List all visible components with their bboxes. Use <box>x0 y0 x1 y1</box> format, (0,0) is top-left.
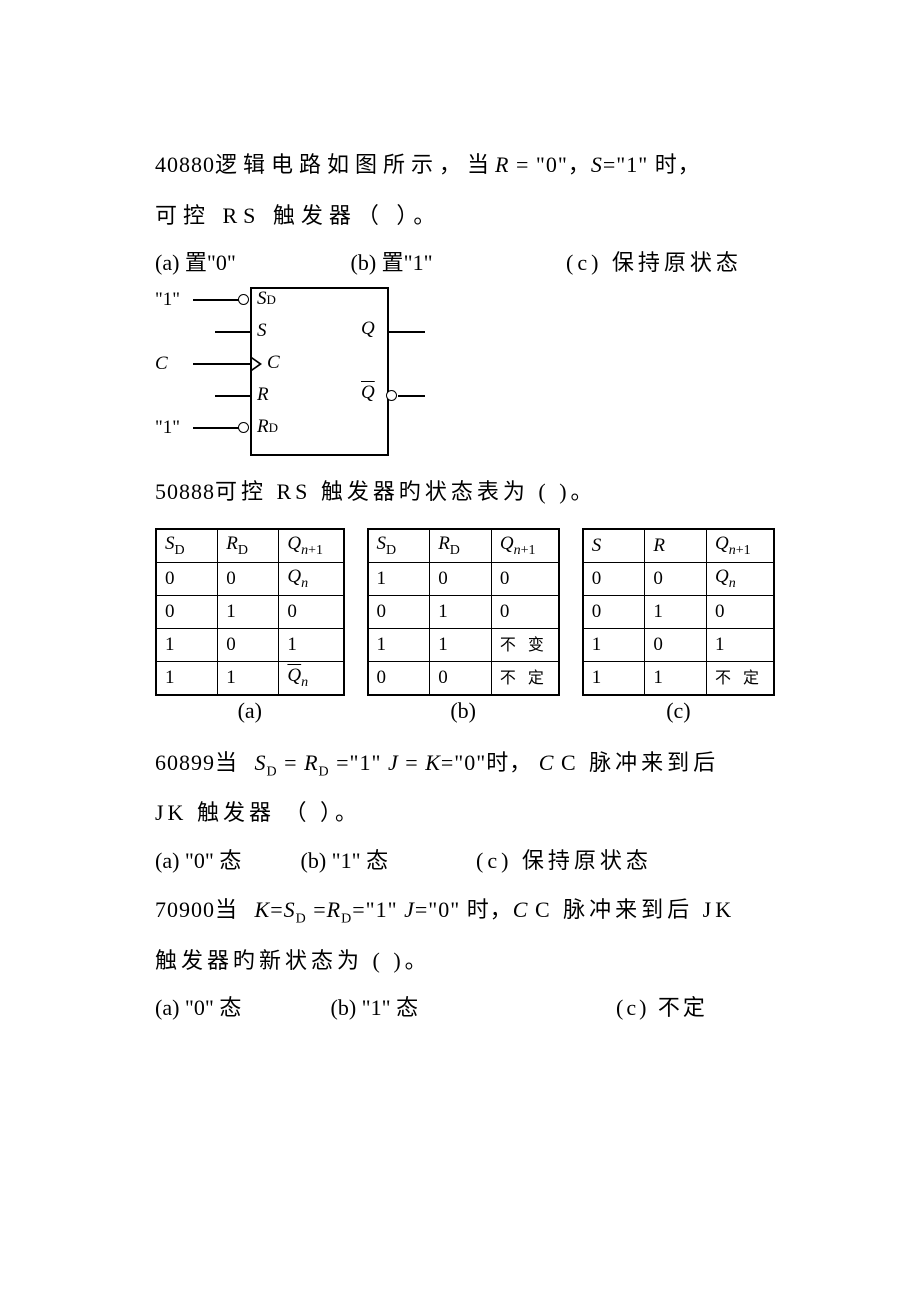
q3-j: J <box>388 750 399 775</box>
q3-sd-lsub: D <box>267 764 278 779</box>
q3-k: K <box>425 750 441 775</box>
q1-opt-b: (b) 置"1" <box>351 245 561 277</box>
q3-rd-l: R <box>304 750 318 775</box>
table-caption-a: (a) <box>155 698 345 724</box>
q2-text: 可控 RS 触发器旳状态表为 ( )。 <box>215 479 597 504</box>
q3-line2: JK 触发器 （ ）。 <box>155 788 775 839</box>
q1-eq2: ="1" 时， <box>603 152 701 177</box>
q3-after: C 脉冲来到后 <box>561 750 719 775</box>
q4-after: C 脉冲来到后 JK <box>535 897 735 922</box>
table-captions: (a) (b) (c) <box>155 698 775 724</box>
q1-var2: S <box>591 152 603 177</box>
state-table-a: SDRDQn+100Qn01010111Qn <box>155 528 345 696</box>
q4-options: (a) "0" 态 (b) "1" 态 (c) 不定 <box>155 990 775 1022</box>
q3-sd-l: S <box>255 750 267 775</box>
q4-id: 70900 <box>155 897 215 922</box>
q3-options: (a) "0" 态 (b) "1" 态 (c) 保持原状态 <box>155 843 775 875</box>
q3-c: C <box>532 750 561 775</box>
q1-id: 40880 <box>155 152 215 177</box>
q3-line1: 60899当 SD = RD ="1" J = K="0"时， C C 脉冲来到… <box>155 738 775 789</box>
document-content: 40880逻辑电路如图所示，当R = "0"，S="1" 时， 可控 RS 触发… <box>155 140 775 1032</box>
q3-eq2: = <box>399 750 425 775</box>
q3-val2: ="0"时， <box>441 750 532 775</box>
q1-opt-c: (c) 保持原状态 <box>566 245 742 277</box>
q1-var1: R <box>495 152 509 177</box>
q3-rd-lsub: D <box>319 764 330 779</box>
q4-opt-a: (a) "0" 态 <box>155 990 325 1022</box>
q4-line2: 触发器旳新状态为 ( )。 <box>155 936 775 987</box>
q1-line1: 40880逻辑电路如图所示，当R = "0"，S="1" 时， <box>155 140 775 191</box>
q1-options: (a) 置"0" (b) 置"1" (c) 保持原状态 <box>155 245 775 277</box>
q4-val1: ="1" <box>352 897 404 922</box>
rs-flipflop-diagram: "1"SDSCCR"1"RD QQ <box>155 287 415 457</box>
q3-opt-a: (a) "0" 态 <box>155 843 295 875</box>
q4-c: C <box>513 897 535 922</box>
q1-line2: 可控 RS 触发器（ ）。 <box>155 191 775 242</box>
q4-eq2: = <box>307 897 327 922</box>
table-caption-b: (b) <box>367 698 560 724</box>
q3-prefix: 当 <box>215 750 255 775</box>
q1-eq1: = "0"， <box>509 152 590 177</box>
q4-sd: D <box>296 911 307 926</box>
q3-id: 60899 <box>155 750 215 775</box>
q3-opt-c: (c) 保持原状态 <box>476 843 652 875</box>
state-table-c: SRQn+100Qn01010111不 定 <box>582 528 775 696</box>
q2-line: 50888可控 RS 触发器旳状态表为 ( )。 <box>155 467 775 518</box>
q4-k: K <box>255 897 271 922</box>
q1-text1: 逻辑电路如图所示，当 <box>215 152 495 177</box>
q2-id: 50888 <box>155 479 215 504</box>
q4-j: J <box>404 897 415 922</box>
q4-r: R <box>327 897 341 922</box>
q4-prefix: 当 <box>215 897 255 922</box>
q4-eq1: = <box>270 897 283 922</box>
q4-opt-c: (c) 不定 <box>616 990 708 1022</box>
q4-val2: ="0" 时， <box>415 897 513 922</box>
q4-rd: D <box>341 911 352 926</box>
q4-s: S <box>284 897 296 922</box>
q4-opt-b: (b) "1" 态 <box>331 990 611 1022</box>
tables-row: SDRDQn+100Qn01010111QnSDRDQn+110001011不 … <box>155 528 775 696</box>
q3-val1: ="1" <box>330 750 382 775</box>
table-caption-c: (c) <box>582 698 775 724</box>
q3-eq1: = <box>278 750 304 775</box>
q3-opt-b: (b) "1" 态 <box>301 843 471 875</box>
q1-opt-a: (a) 置"0" <box>155 245 345 277</box>
state-table-b: SDRDQn+110001011不 变00不 定 <box>367 528 560 696</box>
q4-line1: 70900当 K=SD =RD="1" J="0" 时，C C 脉冲来到后 JK <box>155 885 775 936</box>
